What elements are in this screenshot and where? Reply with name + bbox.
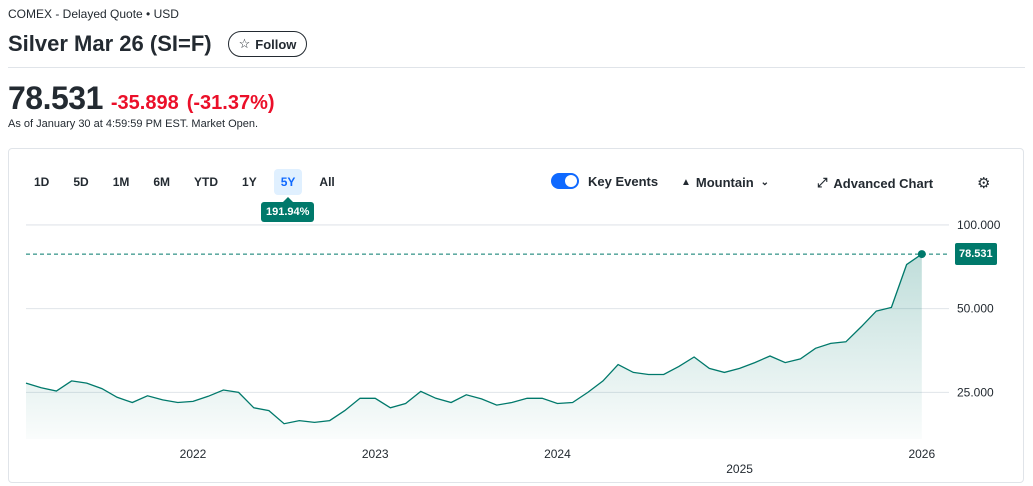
last-price: 78.531 bbox=[8, 80, 103, 116]
chart-type-dropdown[interactable]: ▲ Mountain ⌄ bbox=[681, 175, 769, 190]
key-events-toggle[interactable]: Key Events bbox=[551, 173, 658, 189]
y-tick-label: 25.000 bbox=[957, 385, 994, 399]
exchange-info: COMEX - Delayed Quote • USD bbox=[8, 7, 179, 21]
range-button-1d[interactable]: 1D bbox=[34, 175, 50, 189]
x-tick-label: 2023 bbox=[362, 447, 389, 461]
mountain-icon: ▲ bbox=[681, 177, 691, 188]
quote-timestamp: As of January 30 at 4:59:59 PM EST. Mark… bbox=[8, 118, 259, 130]
x-tick-label: 2024 bbox=[544, 447, 571, 461]
chart-type-label: Mountain bbox=[695, 175, 754, 190]
price-change: -35.898 bbox=[110, 92, 179, 114]
price-row: 78.531 -35.898 (-31.37%) bbox=[8, 80, 275, 117]
range-button-5y[interactable]: 5Y bbox=[273, 169, 303, 195]
series-area bbox=[26, 254, 922, 439]
x-tick-label: 2026 bbox=[908, 447, 935, 461]
star-icon: ☆ bbox=[238, 36, 251, 51]
expand-icon: ⤢ bbox=[817, 175, 828, 190]
x-tick-label: 2022 bbox=[180, 447, 207, 461]
page-title: Silver Mar 26 (SI=F) bbox=[8, 31, 212, 56]
range-button-1y[interactable]: 1Y bbox=[242, 175, 257, 189]
range-performance-badge: 191.94% bbox=[261, 197, 315, 222]
range-button-5d[interactable]: 5D bbox=[73, 175, 89, 189]
chart-card: 1D 5D 1M 6M YTD 1Y 5Y All 191.94% Key Events ▲ … bbox=[8, 148, 1024, 483]
y-tick-label: 50.000 bbox=[957, 302, 994, 316]
advanced-chart-label: Advanced Chart bbox=[833, 175, 934, 191]
series-line bbox=[25, 253, 923, 425]
gear-icon[interactable]: ⚙ bbox=[977, 175, 991, 192]
follow-label: Follow bbox=[255, 36, 297, 52]
last-price-badge: 78.531 bbox=[955, 243, 997, 266]
header-divider bbox=[8, 67, 1025, 68]
follow-button[interactable]: ☆ Follow bbox=[227, 31, 308, 57]
y-tick-label: 100.000 bbox=[957, 218, 1001, 232]
toggle-knob bbox=[565, 175, 577, 187]
price-chart[interactable]: 100.000 50.000 25.000 2022 2023 2024 2025 2026 bbox=[9, 149, 1023, 482]
toggle-switch[interactable] bbox=[551, 173, 579, 189]
key-events-label: Key Events bbox=[588, 173, 659, 189]
range-button-all[interactable]: All bbox=[319, 175, 335, 189]
advanced-chart-button[interactable]: ⤢ Advanced Chart bbox=[817, 175, 933, 191]
range-selector: 1D 5D 1M 6M YTD 1Y 5Y All bbox=[27, 169, 352, 195]
chevron-down-icon: ⌄ bbox=[760, 177, 770, 188]
range-button-6m[interactable]: 6M bbox=[153, 175, 171, 189]
price-change-percent: (-31.37%) bbox=[186, 92, 275, 114]
x-tick-label: 2025 bbox=[726, 462, 753, 476]
last-value-marker bbox=[917, 250, 926, 259]
range-button-1m[interactable]: 1M bbox=[112, 175, 130, 189]
range-button-ytd[interactable]: YTD bbox=[194, 175, 219, 189]
title-row: Silver Mar 26 (SI=F) ☆ Follow bbox=[8, 31, 308, 57]
